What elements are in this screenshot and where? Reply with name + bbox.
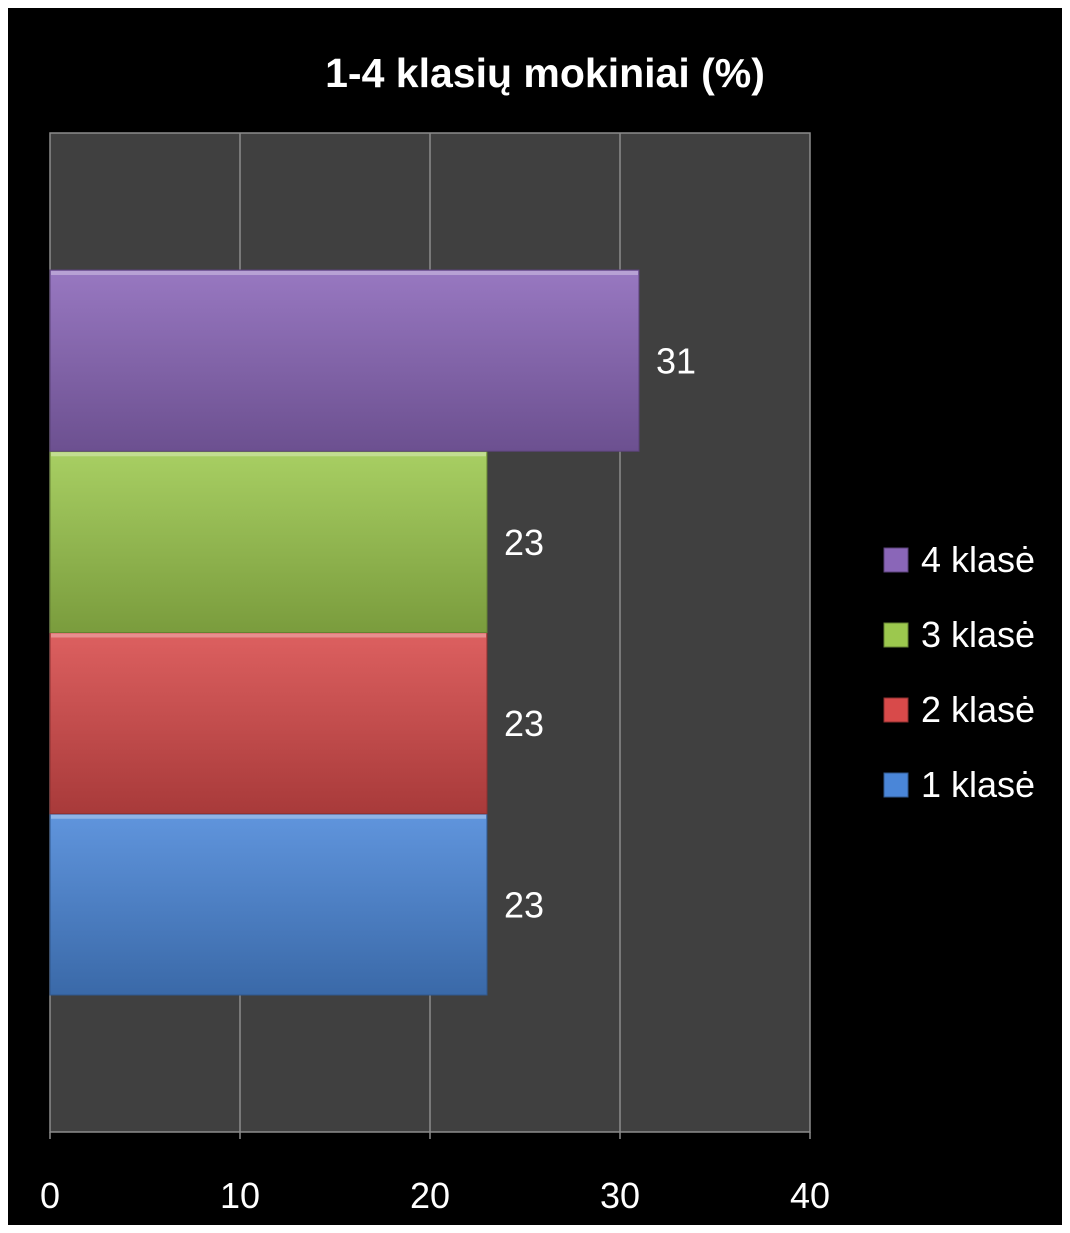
data-label-3: 23	[504, 522, 544, 563]
x-axis-ticks: 0 10 20 30 40	[40, 1132, 830, 1216]
data-label-2: 23	[504, 703, 544, 744]
legend: 4 klasė 3 klasė 2 klasė 1 klasė	[883, 539, 1035, 805]
legend-label-1: 1 klasė	[921, 764, 1035, 805]
x-tick-label-0: 0	[40, 1175, 60, 1216]
legend-label-2: 2 klasė	[921, 689, 1035, 730]
legend-swatch-1	[883, 772, 909, 798]
legend-label-3: 3 klasė	[921, 614, 1035, 655]
legend-label-4: 4 klasė	[921, 539, 1035, 580]
bar-2	[49, 632, 488, 815]
bar-4-highlight	[51, 271, 638, 275]
bars	[49, 269, 640, 996]
bar-3-highlight	[51, 452, 486, 457]
x-tick-label-40: 40	[790, 1175, 830, 1216]
chart-title: 1-4 klasių mokiniai (%)	[325, 50, 765, 96]
x-tick-label-30: 30	[600, 1175, 640, 1216]
legend-swatch-3	[883, 622, 909, 648]
legend-swatch-2	[883, 697, 909, 723]
x-tick-label-10: 10	[220, 1175, 260, 1216]
bar-3	[49, 450, 488, 633]
data-label-4: 31	[656, 341, 696, 382]
bar-1-highlight	[51, 814, 486, 819]
data-label-1: 23	[504, 884, 544, 925]
bar-2-highlight	[51, 633, 486, 638]
bar-1	[49, 813, 488, 996]
x-tick-label-20: 20	[410, 1175, 450, 1216]
legend-swatch-4	[883, 547, 909, 573]
data-labels: 23 23 23 31	[504, 341, 696, 926]
bar-4	[49, 269, 640, 452]
